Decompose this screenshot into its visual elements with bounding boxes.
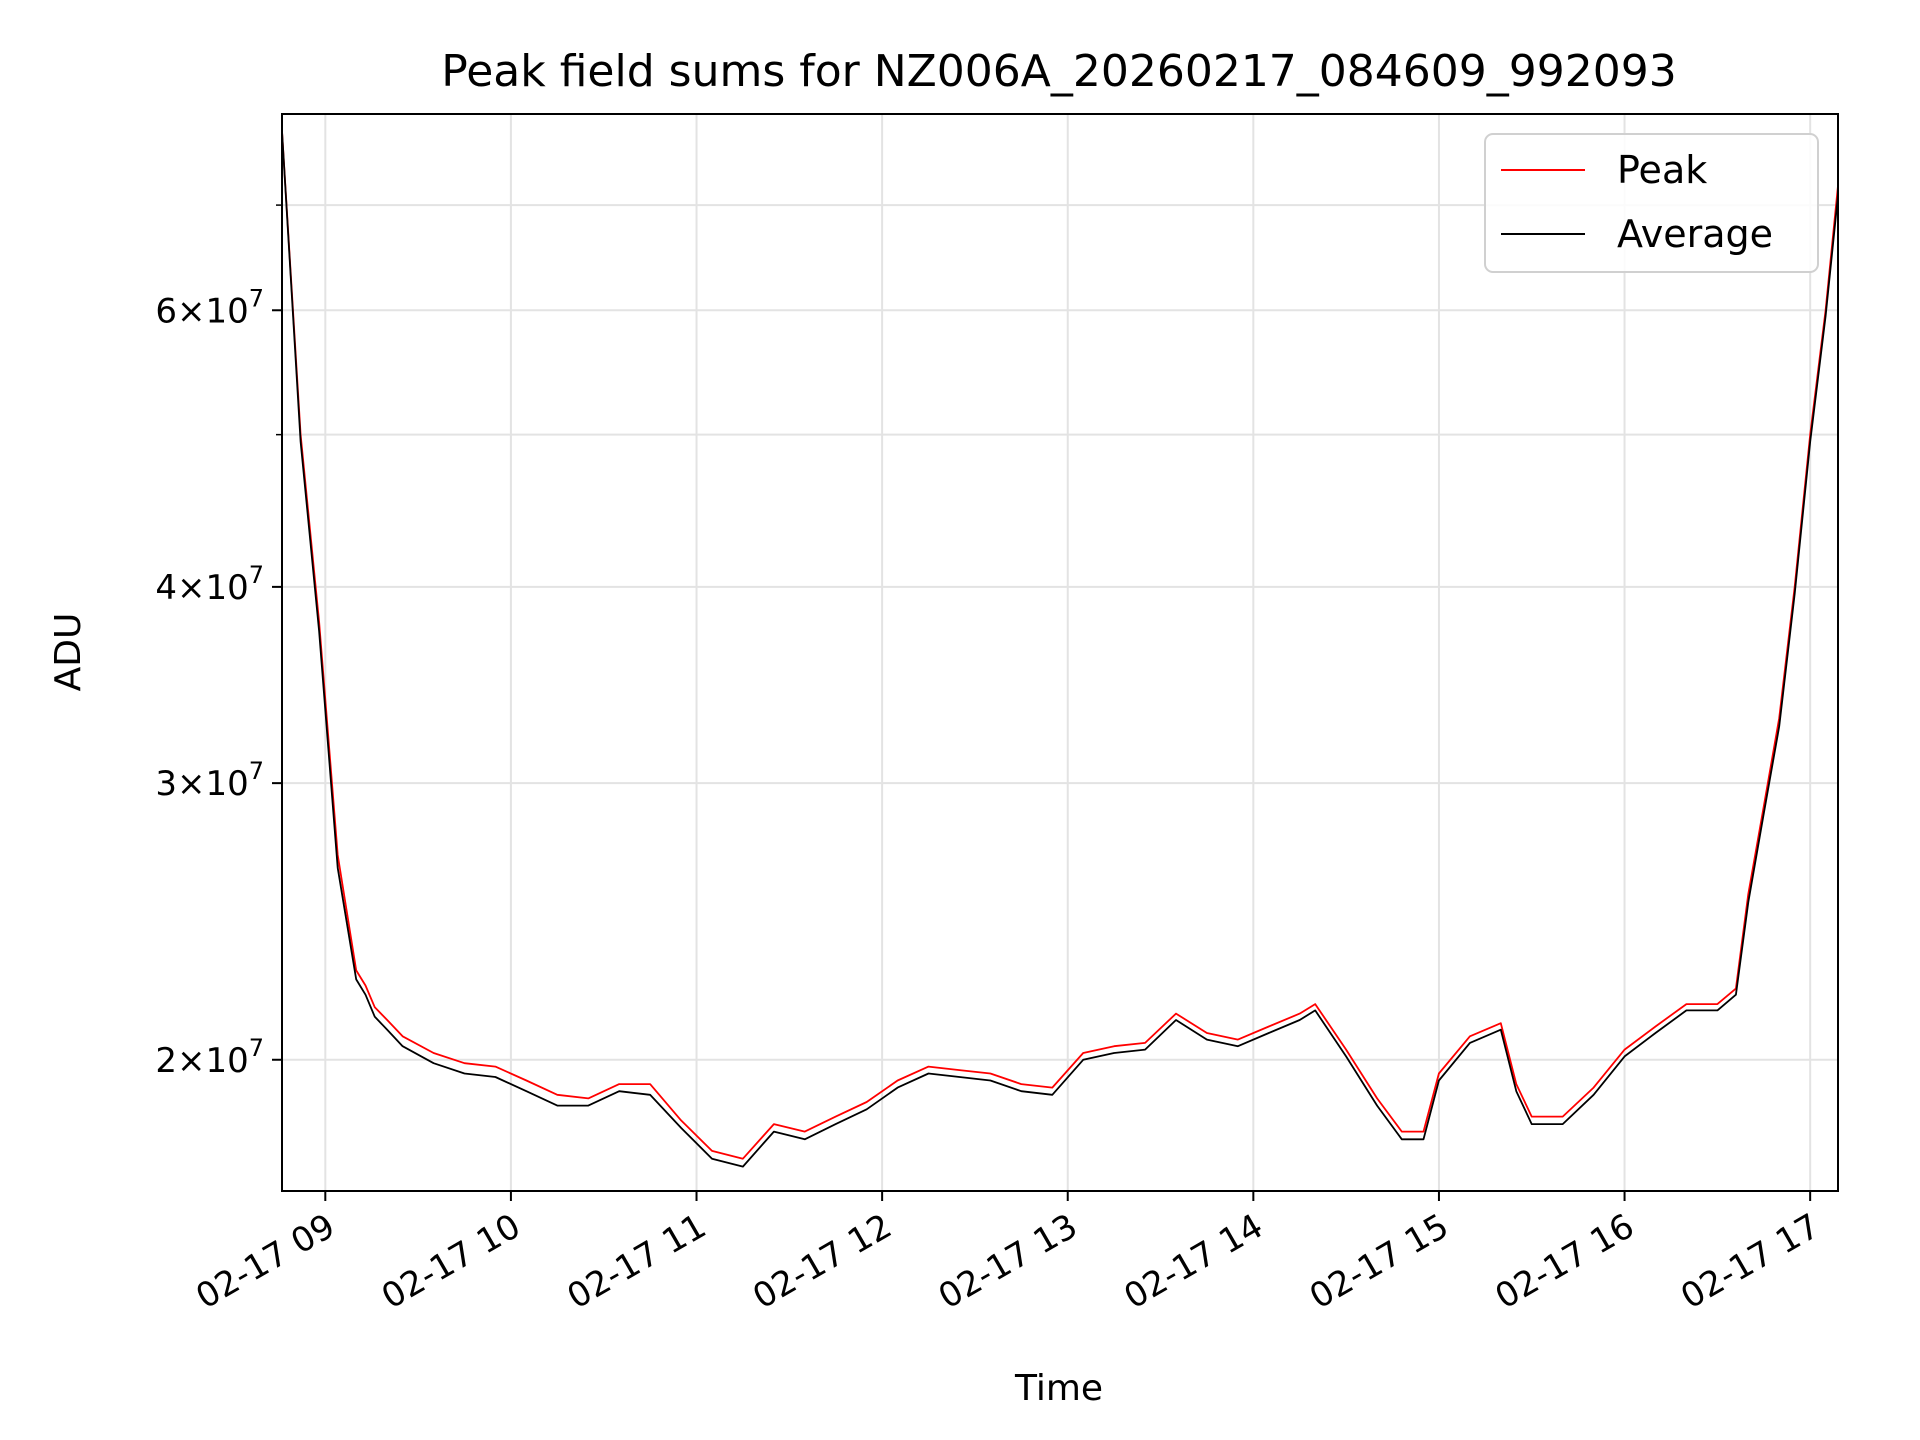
plot-frame [281,113,1839,1192]
y-tick-mantissa: 2×10 [155,1041,248,1081]
legend-label-average: Average [1617,212,1773,256]
legend-label-peak: Peak [1617,148,1707,192]
y-tick-mantissa: 6×10 [155,291,248,331]
x-tick-label: 02-17 17 [1674,1206,1826,1317]
y-tick-mantissa: 3×10 [155,764,248,804]
x-tick-label: 02-17 16 [1489,1206,1641,1317]
x-tick-label: 02-17 14 [1117,1206,1269,1317]
grid-lines [282,114,1838,1191]
chart-title: Peak field sums for NZ006A_20260217_0846… [441,46,1676,97]
x-tick-label: 02-17 11 [561,1206,713,1317]
y-tick-mantissa: 4×10 [155,568,248,608]
y-tick-exponent: 7 [249,284,264,312]
x-axis-label: Time [1014,1368,1103,1409]
x-tick-label: 02-17 13 [932,1206,1084,1317]
y-tick-label: 2×107 [155,1034,264,1081]
y-tick-label: 6×107 [155,284,264,331]
legend: Peak Average [1484,133,1819,273]
x-axis: 02-17 09 02-17 10 02-17 11 02-17 12 02-17 13… [189,1191,1827,1317]
plot-series-group [282,131,1838,1168]
x-tick-label: 02-17 09 [189,1206,341,1317]
x-tick-label: 02-17 10 [375,1206,527,1317]
x-tick-label: 02-17 15 [1303,1206,1455,1317]
legend-box [1484,133,1819,273]
y-tick-exponent: 7 [249,757,264,785]
x-tick-label: 02-17 12 [746,1206,898,1317]
y-axis-label: ADU [48,613,89,692]
y-tick-exponent: 7 [249,561,264,589]
y-tick-label: 3×107 [155,757,264,804]
series-line-peak [282,131,1838,1160]
series-line-average [282,131,1838,1168]
y-tick-exponent: 7 [249,1034,264,1062]
y-tick-label: 4×107 [155,561,264,608]
